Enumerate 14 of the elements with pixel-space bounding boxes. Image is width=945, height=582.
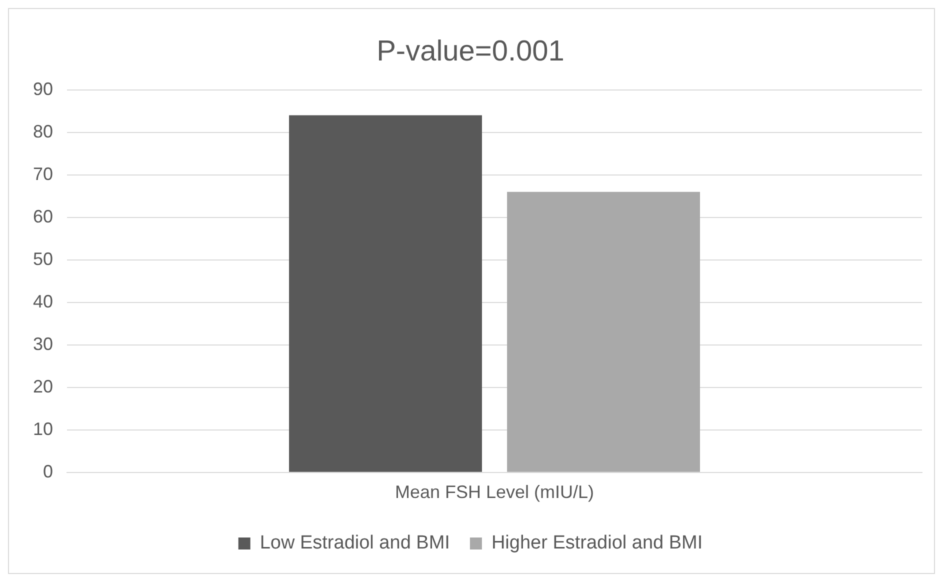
y-tick-label: 50 [32,248,54,269]
y-tick-label: 20 [32,376,54,396]
y-tick-label: 0 [43,461,54,482]
y-tick-label: 30 [32,334,54,354]
chart-title: P-value=0.001 [376,35,564,68]
y-tick-label: 80 [32,121,54,142]
x-tick-label: Mean FSH Level (mIU/L) [394,482,594,502]
y-tick-label: 10 [32,418,54,439]
y-tick-label: 90 [32,78,54,99]
y-tick-label: 70 [32,164,54,184]
legend-label: Higher Estradiol and BMI [491,532,703,554]
y-tick-label: 40 [32,291,54,312]
legend-label: Low Estradiol and BMI [260,532,450,554]
y-tick-label: 60 [32,206,54,226]
